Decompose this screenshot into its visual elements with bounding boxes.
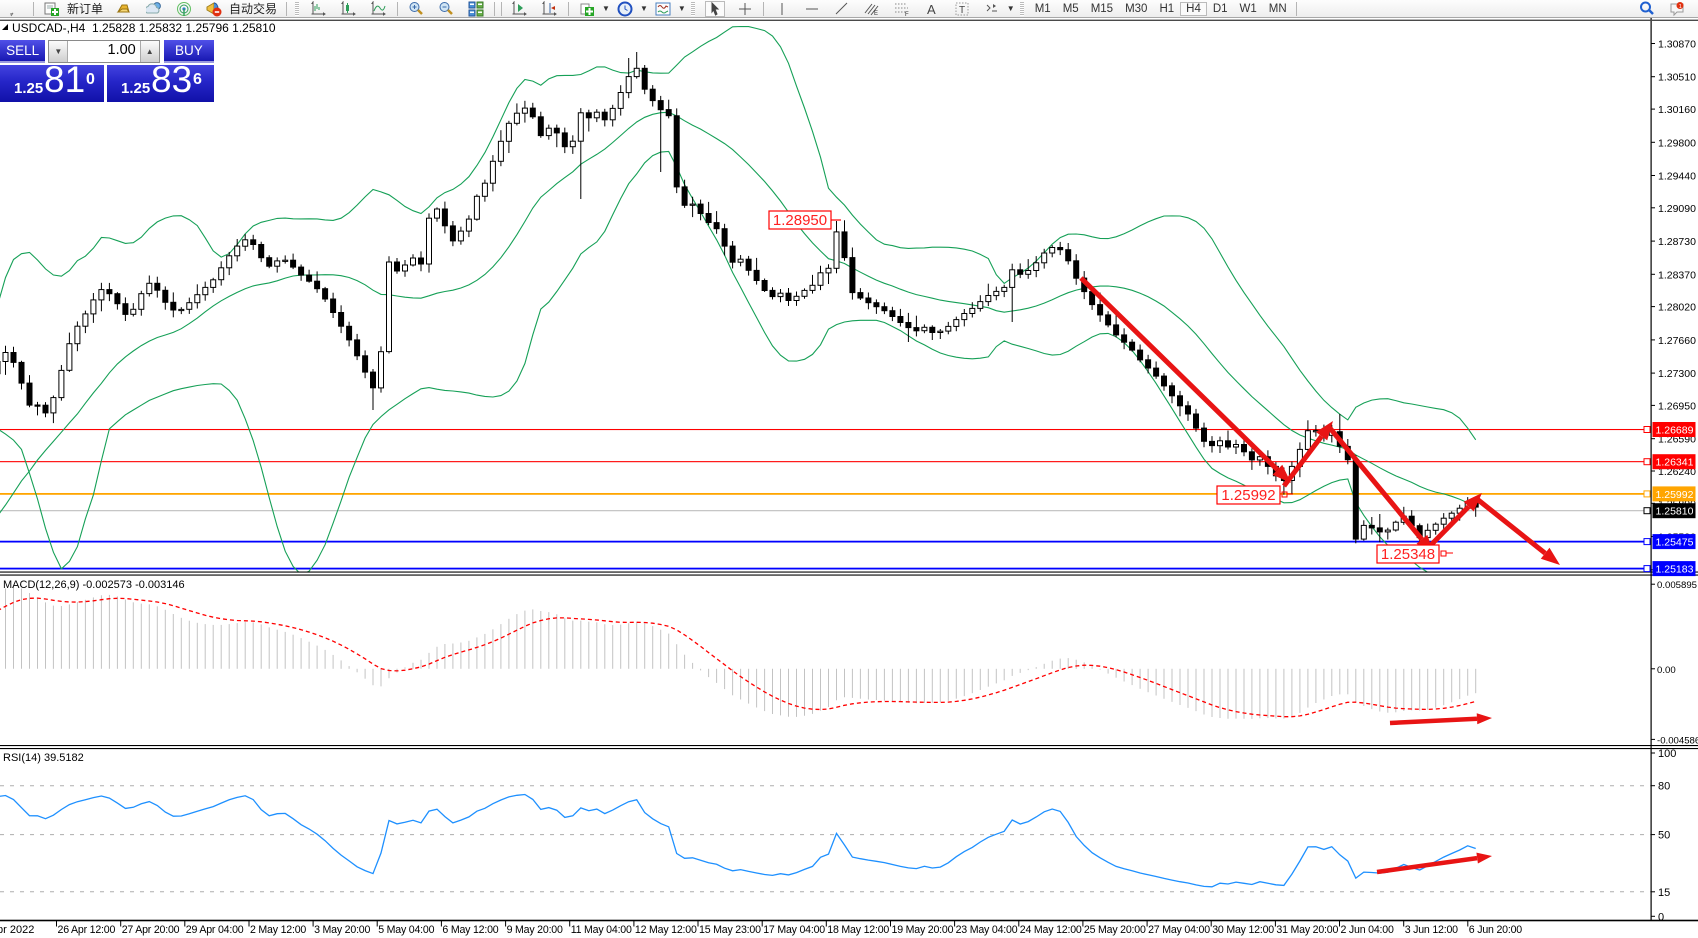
svg-text:23 May 04:00: 23 May 04:00 <box>956 924 1018 936</box>
svg-text:0: 0 <box>1658 911 1664 923</box>
svg-text:1.29090: 1.29090 <box>1658 203 1696 215</box>
svg-text:1.28950: 1.28950 <box>773 212 827 229</box>
svg-text:19 May 20:00: 19 May 20:00 <box>892 924 954 936</box>
svg-text:1.26341: 1.26341 <box>1656 457 1694 469</box>
svg-text:1.30160: 1.30160 <box>1658 104 1696 116</box>
svg-text:18 May 12:00: 18 May 12:00 <box>827 924 889 936</box>
svg-text:11 May 04:00: 11 May 04:00 <box>571 924 632 936</box>
svg-text:6 May 12:00: 6 May 12:00 <box>442 924 498 936</box>
svg-text:1.25810: 1.25810 <box>1656 506 1694 518</box>
svg-text:9 May 20:00: 9 May 20:00 <box>507 924 563 936</box>
svg-text:1.27660: 1.27660 <box>1658 335 1696 347</box>
svg-text:27 Apr 20:00: 27 Apr 20:00 <box>122 924 180 936</box>
svg-text:26 Apr 12:00: 26 Apr 12:00 <box>58 924 116 936</box>
svg-text:3 Jun 12:00: 3 Jun 12:00 <box>1405 924 1458 936</box>
svg-text:1.26689: 1.26689 <box>1656 425 1694 437</box>
svg-text:MACD(12,26,9) -0.002573 -0.003: MACD(12,26,9) -0.002573 -0.003146 <box>3 579 185 591</box>
svg-text:3 May 20:00: 3 May 20:00 <box>314 924 370 936</box>
svg-text:100: 100 <box>1658 748 1676 760</box>
svg-text:25 May 20:00: 25 May 20:00 <box>1084 924 1146 936</box>
svg-text:24 May 12:00: 24 May 12:00 <box>1020 924 1082 936</box>
svg-text:1.25183: 1.25183 <box>1656 564 1694 576</box>
svg-text:17 May 04:00: 17 May 04:00 <box>763 924 825 936</box>
svg-text:1.28020: 1.28020 <box>1658 302 1696 314</box>
svg-text:1.28370: 1.28370 <box>1658 269 1696 281</box>
svg-text:RSI(14) 39.5182: RSI(14) 39.5182 <box>3 752 84 764</box>
svg-text:30 May 12:00: 30 May 12:00 <box>1212 924 1274 936</box>
svg-text:2 May 12:00: 2 May 12:00 <box>250 924 306 936</box>
svg-text:1.25348: 1.25348 <box>1381 546 1435 563</box>
svg-text:27 May 04:00: 27 May 04:00 <box>1148 924 1210 936</box>
svg-text:E: E <box>874 11 878 17</box>
svg-text:T: T <box>959 5 965 16</box>
svg-text:0.005895: 0.005895 <box>1657 580 1697 591</box>
svg-text:1.29800: 1.29800 <box>1658 137 1696 149</box>
svg-text:-0.004586: -0.004586 <box>1657 735 1698 746</box>
svg-text:0.00: 0.00 <box>1657 665 1676 676</box>
svg-text:15 May 23:00: 15 May 23:00 <box>699 924 761 936</box>
svg-text:2 Jun 04:00: 2 Jun 04:00 <box>1341 924 1394 936</box>
svg-text:1.30870: 1.30870 <box>1658 39 1696 51</box>
svg-text:29 Apr 04:00: 29 Apr 04:00 <box>186 924 244 936</box>
svg-text:50: 50 <box>1658 830 1670 842</box>
svg-text:80: 80 <box>1658 781 1670 793</box>
svg-text:1.28730: 1.28730 <box>1658 236 1696 248</box>
svg-text:1.29440: 1.29440 <box>1658 171 1696 183</box>
svg-text:A: A <box>927 2 936 17</box>
svg-text:1: 1 <box>1679 4 1682 10</box>
svg-text:5 May 04:00: 5 May 04:00 <box>378 924 434 936</box>
svg-text:1.30510: 1.30510 <box>1658 72 1696 84</box>
svg-text:1.27300: 1.27300 <box>1658 368 1696 380</box>
svg-text:F: F <box>905 12 909 17</box>
svg-text:1.25992: 1.25992 <box>1221 487 1275 504</box>
svg-text:15: 15 <box>1658 887 1670 899</box>
svg-text:1.26950: 1.26950 <box>1658 400 1696 412</box>
svg-text:12 May 12:00: 12 May 12:00 <box>635 924 697 936</box>
svg-text:USDCAD-,H4 1.25828 1.25832 1.: USDCAD-,H4 1.25828 1.25832 1.25796 1.258… <box>12 21 276 35</box>
svg-text:6 Jun 20:00: 6 Jun 20:00 <box>1469 924 1522 936</box>
svg-text:1.25992: 1.25992 <box>1656 489 1694 501</box>
svg-text:1.25475: 1.25475 <box>1656 537 1694 549</box>
svg-text:25 Apr 2022: 25 Apr 2022 <box>0 924 34 936</box>
svg-text:31 May 20:00: 31 May 20:00 <box>1276 924 1338 936</box>
